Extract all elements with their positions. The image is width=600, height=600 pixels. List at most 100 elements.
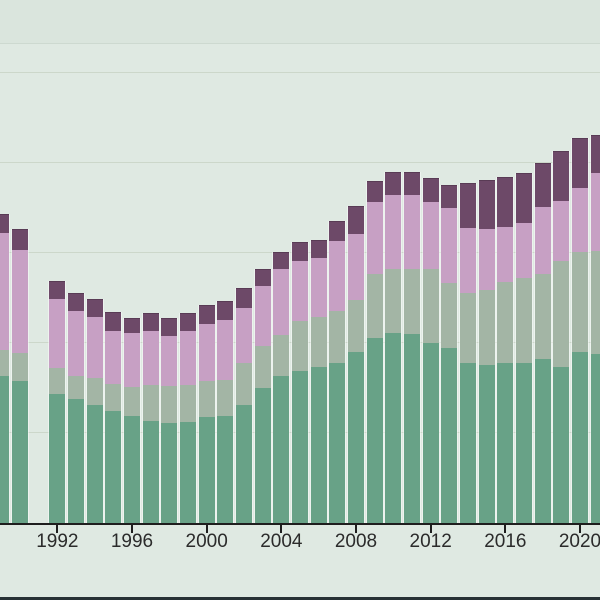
segment-green-bottom [254,388,271,523]
segment-sage-middle [534,274,551,359]
segment-pink-upper [123,332,140,387]
segment-purple-top [310,239,327,258]
segment-sage-middle [161,386,178,423]
segment-purple-top [179,312,196,331]
bar-1989 [0,214,10,523]
bar-2007 [329,221,346,523]
segment-sage-middle [142,384,159,421]
bar-2010 [385,172,402,523]
segment-sage-middle [67,376,84,399]
segment-purple-top [590,134,600,173]
segment-pink-upper [422,201,439,269]
bar-1994 [86,298,103,523]
bar-1999 [179,312,196,523]
bottom-strip [0,597,600,600]
bar-1992 [49,281,66,523]
gridline [0,72,600,73]
segment-green-bottom [310,367,327,523]
segment-pink-upper [572,188,588,252]
bar-2017 [516,173,532,523]
segment-pink-upper [441,208,458,283]
segment-pink-upper [329,240,346,311]
bar-2004 [273,251,290,523]
bar-2014 [460,183,476,523]
segment-green-bottom [366,338,383,523]
segment-sage-middle [217,379,234,416]
segment-sage-middle [11,353,28,381]
segment-green-bottom [236,404,252,523]
segment-pink-upper [292,260,308,321]
segment-purple-top [236,287,252,308]
segment-pink-upper [217,319,234,380]
segment-green-bottom [460,363,476,523]
bar-2002 [236,287,252,523]
segment-purple-top [553,150,570,201]
segment-green-bottom [441,348,458,523]
segment-pink-upper [254,286,271,346]
bar-2009 [366,180,383,523]
segment-pink-upper [236,307,252,363]
segment-purple-top [348,206,364,234]
x-tick-label: 1992 [36,531,79,552]
segment-purple-top [142,313,159,331]
top-margin-band [0,0,600,44]
segment-sage-middle [497,282,514,363]
segment-sage-middle [385,268,402,333]
segment-purple-top [67,292,84,311]
x-tick-mark [579,525,581,533]
x-tick-mark [355,525,357,533]
segment-green-bottom [0,376,10,523]
segment-green-bottom [590,353,600,523]
segment-green-bottom [11,381,28,523]
segment-green-bottom [49,394,66,523]
segment-purple-top [292,241,308,261]
segment-sage-middle [310,317,327,367]
segment-purple-top [217,301,234,320]
segment-sage-middle [404,268,420,334]
segment-green-bottom [553,367,570,523]
bar-1998 [161,317,178,523]
segment-purple-top [534,163,551,207]
segment-pink-upper [86,317,103,378]
bar-2013 [441,184,458,523]
segment-sage-middle [478,290,495,365]
segment-purple-top [105,311,122,331]
segment-pink-upper [460,227,476,293]
segment-pink-upper [348,233,364,300]
segment-sage-middle [292,321,308,371]
segment-sage-middle [572,251,588,352]
x-tick-label: 2016 [484,531,527,552]
segment-green-bottom [404,334,420,523]
segment-green-bottom [329,362,346,523]
segment-sage-middle [273,334,290,376]
x-tick-mark [280,525,283,533]
bar-2001 [217,301,234,523]
segment-sage-middle [441,282,458,348]
bar-1997 [142,313,159,523]
bar-2008 [348,206,364,523]
x-tick-label: 1996 [110,531,154,552]
segment-sage-middle [366,273,383,338]
segment-purple-top [572,137,588,188]
segment-purple-top [460,183,476,228]
segment-sage-middle [86,378,103,405]
segment-pink-upper [0,232,10,350]
bar-1996 [123,317,140,523]
segment-green-bottom [273,376,290,523]
segment-sage-middle [105,384,122,411]
x-tick-mark [205,525,208,533]
bar-1995 [105,311,122,523]
segment-purple-top [49,281,66,299]
segment-green-bottom [179,421,196,523]
segment-purple-top [198,305,215,324]
segment-green-bottom [105,411,122,523]
bar-1993 [67,292,84,523]
x-tick-label: 2020 [558,531,600,552]
segment-green-bottom [385,333,402,523]
segment-purple-top [497,177,514,227]
segment-purple-top [366,180,383,202]
segment-sage-middle [123,387,140,416]
x-tick-label: 2000 [185,531,228,552]
segment-purple-top [385,172,402,195]
segment-sage-middle [460,292,476,363]
